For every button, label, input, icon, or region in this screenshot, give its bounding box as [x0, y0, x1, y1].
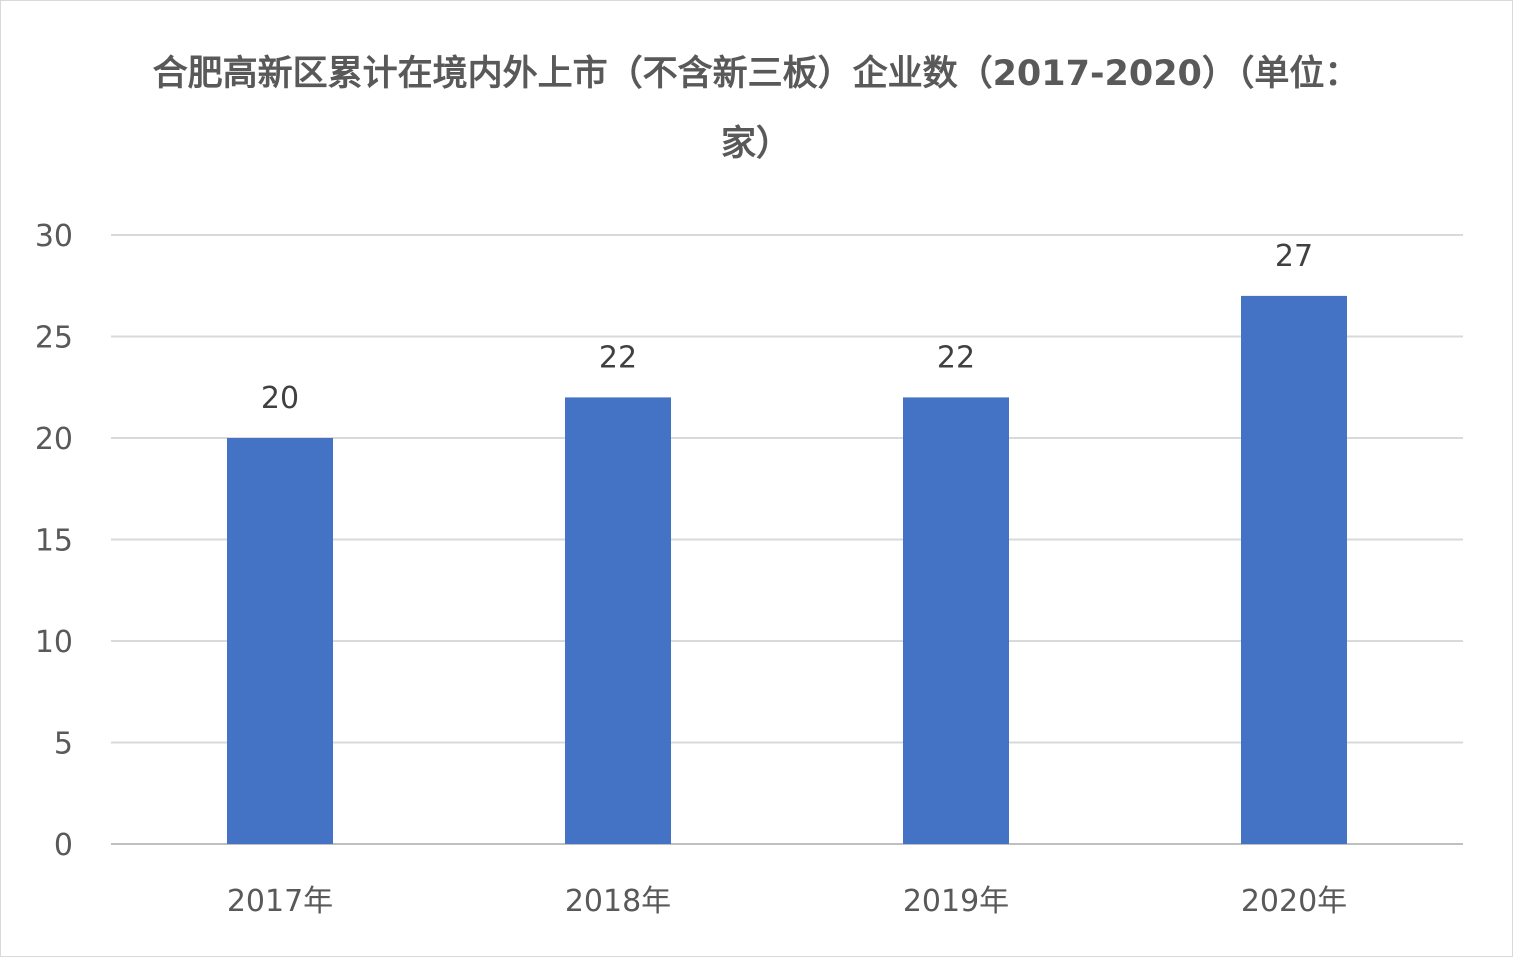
y-tick-label-15: 15	[35, 524, 73, 559]
x-tick-label-1: 2018年	[565, 884, 671, 919]
data-label-0: 20	[261, 381, 299, 416]
data-label-3: 27	[1275, 239, 1313, 274]
chart-title: 合肥高新区累计在境内外上市（不含新三板）企业数（2017-2020）（单位：家）	[152, 54, 1360, 164]
y-tick-label-10: 10	[35, 625, 73, 660]
data-label-1: 22	[599, 340, 637, 375]
data-label-2: 22	[937, 340, 975, 375]
x-tick-label-3: 2020年	[1241, 884, 1347, 919]
bar-3	[1241, 295, 1347, 844]
y-tick-label-30: 30	[35, 219, 73, 254]
x-tick-label-2: 2019年	[903, 884, 1009, 919]
y-tick-label-5: 5	[54, 727, 73, 762]
bar-0	[227, 438, 333, 844]
x-tick-label-0: 2017年	[227, 884, 333, 919]
bar-2	[903, 397, 1009, 844]
y-tick-label-0: 0	[54, 828, 73, 863]
y-tick-label-20: 20	[35, 422, 73, 457]
y-tick-label-25: 25	[35, 321, 73, 356]
bar-1	[565, 397, 671, 844]
